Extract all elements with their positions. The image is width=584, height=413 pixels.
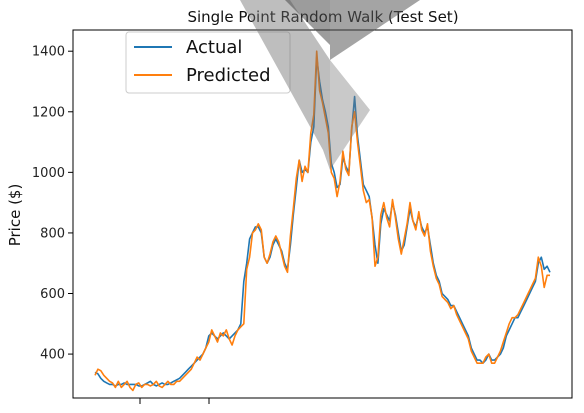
overlay-shape bbox=[330, 0, 420, 60]
y-axis: 400 600 800 1000 1200 1400 bbox=[32, 45, 73, 363]
overlay-shape bbox=[285, 0, 330, 45]
overlay-shape bbox=[240, 0, 330, 170]
legend-label-actual: Actual bbox=[186, 37, 242, 58]
overlay-shape bbox=[330, 60, 370, 170]
legend-label-predicted: Predicted bbox=[186, 65, 271, 86]
y-tick-label: 800 bbox=[40, 226, 65, 241]
legend: Actual Predicted bbox=[125, 31, 291, 94]
y-tick-label: 400 bbox=[40, 348, 65, 363]
y-tick-label: 600 bbox=[40, 287, 65, 302]
y-tick-label: 1400 bbox=[32, 45, 65, 60]
y-axis-title: Price ($) bbox=[6, 184, 24, 247]
series-layer bbox=[94, 50, 551, 392]
y-tick-label: 1200 bbox=[32, 105, 65, 120]
series-line-predicted bbox=[94, 50, 550, 392]
y-tick-label: 1000 bbox=[32, 166, 65, 181]
